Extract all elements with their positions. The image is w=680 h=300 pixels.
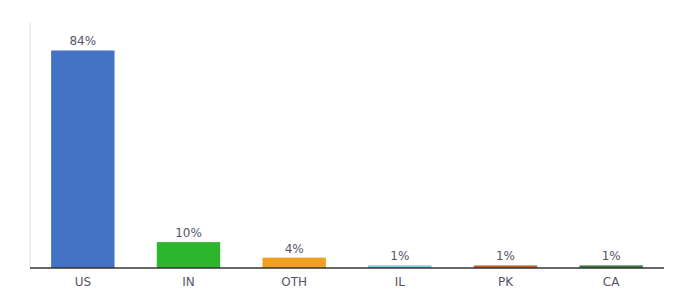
data-label: 4% (285, 242, 304, 256)
x-tick-label: IL (395, 275, 406, 289)
x-tick-label: US (75, 275, 91, 289)
x-tick-label: CA (603, 275, 620, 289)
bar (51, 50, 114, 268)
data-label: 1% (390, 249, 409, 263)
bars (51, 50, 643, 268)
data-label: 84% (69, 34, 96, 48)
data-label: 1% (496, 249, 515, 263)
chart-container: 84% 10% 4% 1% 1% 1% US IN OTH IL PK CA (0, 0, 680, 300)
x-tick-label: OTH (281, 275, 307, 289)
chart: 84% 10% 4% 1% 1% 1% US IN OTH IL PK CA (0, 0, 680, 300)
x-tick-label: IN (182, 275, 195, 289)
x-axis-line (30, 267, 664, 269)
range-line (30, 22, 31, 268)
x-tick-label: PK (498, 275, 514, 289)
data-label: 10% (175, 226, 202, 240)
data-label: 1% (602, 249, 621, 263)
bar (157, 242, 220, 268)
bar (262, 258, 325, 268)
